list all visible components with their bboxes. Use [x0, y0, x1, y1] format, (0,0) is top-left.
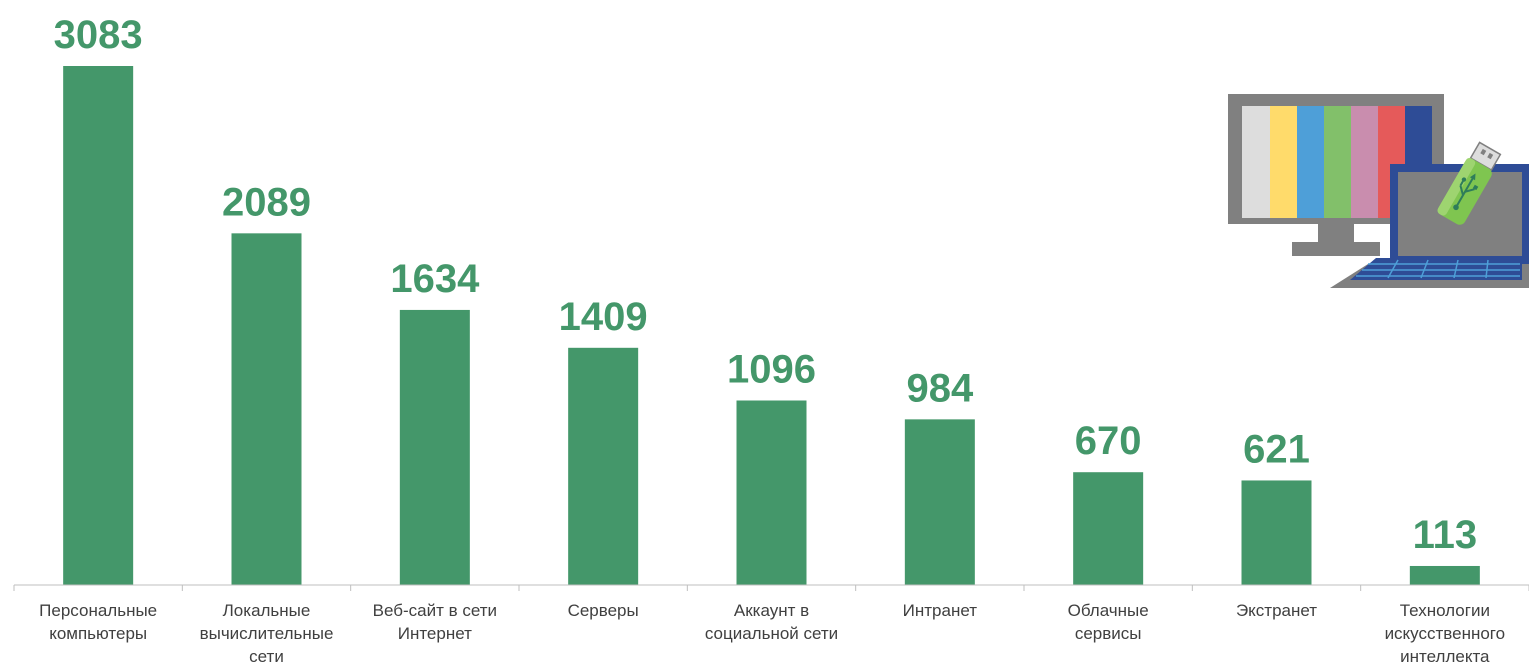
bar	[904, 419, 975, 585]
monitor-stripe	[1351, 106, 1378, 218]
category-labels-group: Персональные компьютеры Локальные вычислите…	[39, 601, 1505, 666]
category-label-line: Облачные	[1068, 601, 1149, 620]
monitor-base	[1292, 242, 1380, 256]
category-label: Аккаунт в социальной сети	[705, 601, 838, 643]
monitor-neck	[1318, 224, 1354, 242]
category-label: Локальные вычислительные сети	[200, 601, 334, 666]
bar	[736, 400, 807, 585]
category-label-line: компьютеры	[49, 624, 147, 643]
data-label: 1634	[390, 257, 480, 301]
category-label: Интранет	[903, 601, 978, 620]
data-label: 1096	[727, 347, 816, 391]
category-label-line: искусственного	[1385, 624, 1506, 643]
x-axis-ticks	[13, 585, 1529, 591]
category-label-line: Серверы	[568, 601, 639, 620]
monitor-stripe	[1324, 106, 1351, 218]
data-label: 670	[1075, 419, 1142, 463]
category-label-line: Технологии	[1400, 601, 1490, 620]
category-label-line: социальной сети	[705, 624, 838, 643]
bar	[1241, 480, 1312, 585]
data-label: 984	[906, 366, 973, 410]
category-label-line: Интранет	[903, 601, 978, 620]
data-label: 3083	[54, 13, 143, 57]
bar	[399, 309, 470, 585]
category-label: Экстранет	[1236, 601, 1317, 620]
bar	[568, 347, 639, 585]
category-label-line: вычислительные	[200, 624, 334, 643]
category-label-line: интеллекта	[1400, 647, 1490, 666]
data-label: 621	[1243, 427, 1310, 471]
laptop-keys	[1356, 259, 1520, 279]
category-label-line: сервисы	[1075, 624, 1142, 643]
data-label: 113	[1413, 513, 1478, 557]
bar	[1073, 472, 1144, 585]
usb-drive	[1437, 141, 1502, 225]
category-label: Серверы	[568, 601, 639, 620]
bar	[231, 233, 302, 586]
category-label: Персональные компьютеры	[39, 601, 157, 643]
category-label-line: Персональные	[39, 601, 157, 620]
bar	[63, 66, 134, 585]
data-label: 2089	[222, 180, 311, 224]
category-label: Веб-сайт в сети Интернет	[373, 601, 497, 643]
data-label: 1409	[559, 295, 648, 339]
monitor-stripe	[1297, 106, 1324, 218]
category-label-line: Интернет	[398, 624, 472, 643]
category-label-line: Веб-сайт в сети	[373, 601, 497, 620]
bar	[1409, 565, 1480, 585]
category-label: Технологии искусственного интеллекта	[1385, 601, 1506, 666]
value-labels-group: 3083 2089 1634 1409 1096 984 670 621 113	[54, 13, 1477, 557]
computer-and-usb-icon	[1228, 94, 1529, 288]
monitor-stripe	[1270, 106, 1297, 218]
category-label: Облачные сервисы	[1068, 601, 1149, 643]
monitor-stripe	[1242, 106, 1270, 218]
category-label-line: Аккаунт в	[734, 601, 809, 620]
category-label-line: сети	[249, 647, 284, 666]
category-label-line: Локальные	[223, 601, 311, 620]
bars-group	[63, 66, 1480, 586]
category-label-line: Экстранет	[1236, 601, 1317, 620]
